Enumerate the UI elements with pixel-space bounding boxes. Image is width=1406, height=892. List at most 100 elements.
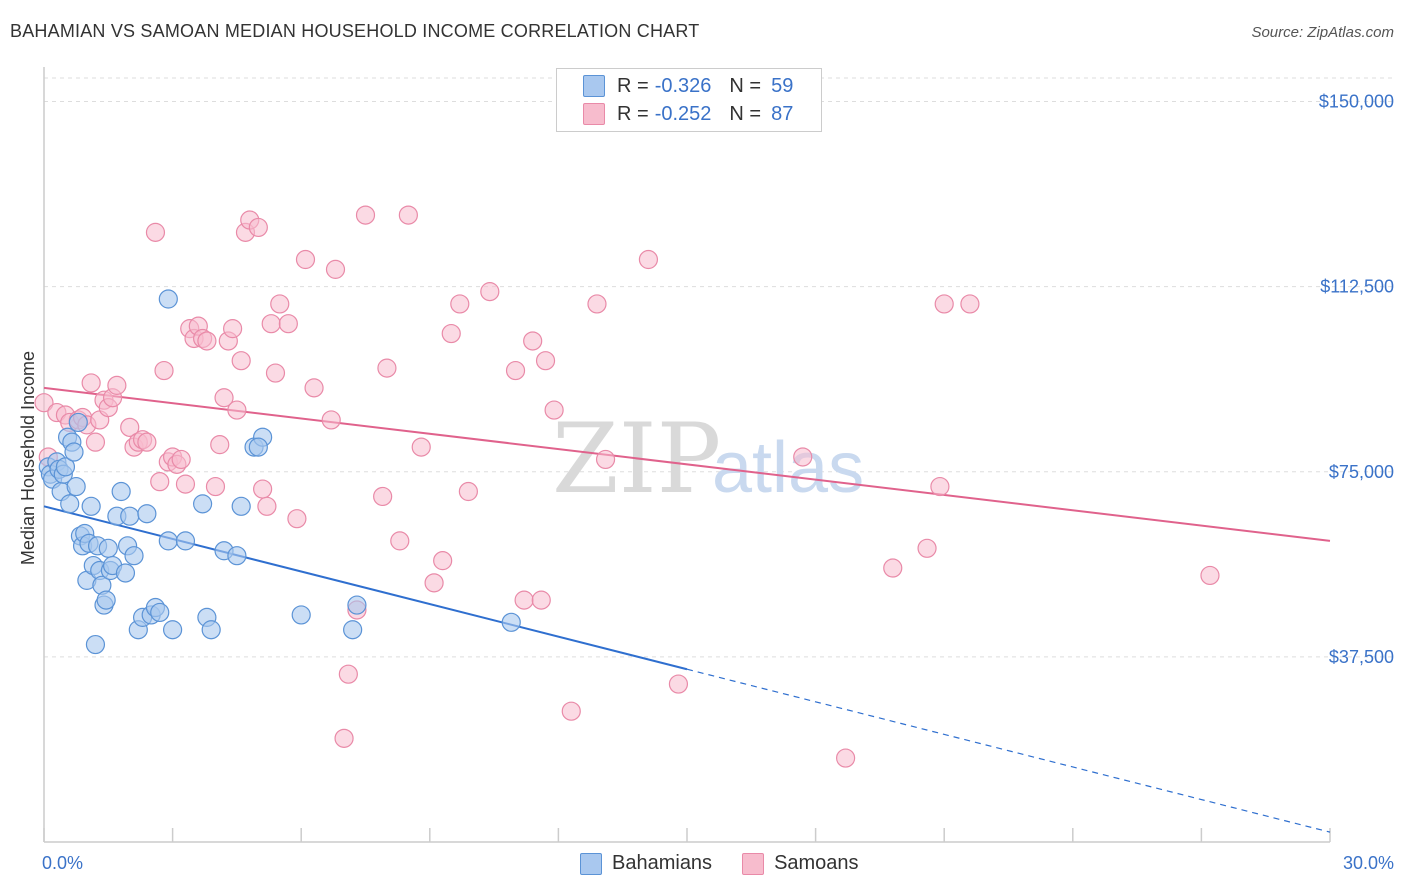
point-bahamian — [158, 289, 178, 309]
point-bahamian — [64, 442, 84, 462]
point-bahamian — [193, 494, 213, 514]
point-samoan — [231, 351, 251, 371]
point-samoan — [638, 249, 659, 270]
legend-swatch-pink — [583, 103, 605, 125]
point-bahamian — [60, 494, 80, 514]
point-samoan — [934, 294, 954, 314]
point-samoan — [587, 294, 607, 314]
point-samoan — [107, 375, 127, 395]
point-samoan — [137, 432, 157, 452]
point-bahamian — [115, 563, 136, 583]
y-tick-label: $112,500 — [1320, 277, 1394, 297]
watermark-atlas: atlas — [712, 428, 864, 508]
point-bahamian — [501, 612, 521, 632]
point-samoan — [287, 509, 307, 529]
point-samoan — [355, 205, 376, 225]
point-samoan — [917, 538, 937, 558]
point-samoan — [210, 435, 230, 455]
point-samoan — [411, 437, 431, 457]
point-samoan — [304, 378, 324, 398]
point-samoan — [514, 590, 534, 610]
series-bahamians — [38, 289, 521, 655]
point-samoan — [214, 388, 234, 408]
point-samoan — [450, 294, 470, 314]
point-samoan — [535, 351, 556, 371]
legend-r-value: -0.252 — [654, 102, 712, 125]
point-bahamian — [124, 546, 144, 566]
point-bahamian — [150, 602, 170, 623]
legend-n-label: N = — [729, 74, 762, 97]
point-samoan — [227, 400, 247, 420]
point-samoan — [930, 476, 950, 497]
point-samoan — [265, 363, 286, 383]
source-label: Source: ZipAtlas.com — [1251, 24, 1394, 41]
point-samoan — [145, 222, 166, 242]
legend-r-label: R = — [617, 102, 649, 125]
point-bahamian — [231, 496, 251, 516]
point-samoan — [480, 282, 500, 302]
point-bahamian — [98, 538, 118, 558]
point-samoan — [338, 664, 358, 684]
point-bahamian — [68, 412, 88, 433]
legend-swatch-pink — [742, 852, 765, 875]
point-samoan — [171, 449, 191, 470]
legend-r-label: R = — [617, 74, 649, 97]
point-samoan — [270, 294, 290, 314]
point-bahamian — [201, 620, 221, 640]
point-samoan — [278, 314, 298, 334]
stats-legend: R = -0.326 N = 59 R = -0.252 N = 87 — [556, 68, 822, 132]
trend-lines — [43, 386, 1331, 833]
point-samoan — [120, 417, 140, 437]
legend-swatch-blue — [583, 75, 605, 97]
y-tick-labels: $37,500 $75,000 $112,500 $150,000 — [1319, 92, 1394, 667]
point-bahamian — [343, 620, 363, 640]
series-samoans — [34, 205, 1220, 768]
point-bahamian — [291, 605, 311, 625]
point-samoan — [150, 472, 170, 492]
trend-line-bahamians-extrapolated — [686, 668, 1331, 833]
point-samoan — [1200, 565, 1220, 586]
point-bahamian — [120, 506, 140, 526]
legend-n-value: 59 — [771, 74, 794, 97]
point-samoan — [261, 314, 281, 334]
point-samoan — [197, 331, 217, 351]
point-bahamian — [96, 590, 116, 610]
point-bahamian — [81, 496, 101, 516]
point-samoan — [377, 358, 397, 378]
trend-line-samoans — [43, 386, 1331, 542]
point-samoan — [793, 447, 813, 467]
point-samoan — [248, 217, 268, 238]
point-samoan — [668, 674, 689, 694]
point-bahamian — [158, 531, 178, 551]
y-tick-label: $75,000 — [1329, 462, 1394, 482]
point-samoan — [960, 294, 980, 314]
point-samoan — [433, 551, 453, 571]
point-bahamian — [347, 595, 367, 615]
point-samoan — [223, 319, 243, 339]
legend-label-bahamians: Bahamians — [612, 852, 713, 874]
point-samoan — [154, 360, 174, 381]
point-samoan — [398, 205, 418, 225]
point-samoan — [373, 486, 393, 507]
point-samoan — [883, 558, 903, 578]
legend-item-bahamians[interactable]: Bahamians — [580, 852, 712, 875]
legend-n-label: N = — [729, 102, 762, 125]
point-bahamian — [111, 481, 131, 502]
point-samoan — [531, 590, 551, 610]
point-samoan — [321, 410, 341, 430]
series-legend: Bahamians Samoans — [580, 852, 889, 875]
legend-label-samoans: Samoans — [774, 852, 859, 874]
chart-title: BAHAMIAN VS SAMOAN MEDIAN HOUSEHOLD INCO… — [10, 21, 700, 41]
legend-item-samoans[interactable]: Samoans — [742, 852, 859, 875]
point-samoan — [390, 531, 410, 551]
y-axis-title: Median Household Income — [18, 351, 38, 565]
x-tick-label-right: 30.0% — [1343, 853, 1394, 873]
point-samoan — [325, 259, 346, 279]
point-samoan — [441, 323, 461, 344]
point-samoan — [34, 393, 54, 413]
point-bahamian — [248, 437, 268, 457]
legend-row-bahamians: R = -0.326 N = 59 — [557, 73, 793, 99]
y-tick-label: $37,500 — [1329, 647, 1394, 667]
point-samoan — [458, 481, 478, 502]
